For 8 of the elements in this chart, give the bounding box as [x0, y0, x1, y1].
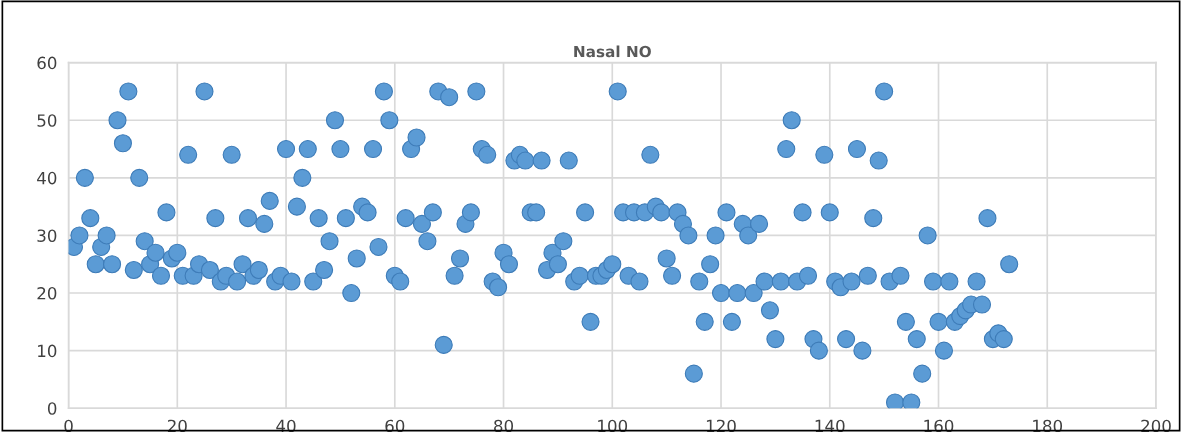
y-tick-label: 50: [37, 114, 57, 127]
y-tick-label: 60: [37, 56, 57, 70]
y-tick-label: 40: [37, 171, 57, 185]
y-tick-label: 30: [37, 229, 57, 243]
y-tick-label: 20: [37, 287, 57, 300]
chart-title: Nasal NO: [574, 45, 651, 58]
y-tick-label: 0: [47, 402, 57, 415]
y-tick-label: 10: [38, 344, 57, 358]
